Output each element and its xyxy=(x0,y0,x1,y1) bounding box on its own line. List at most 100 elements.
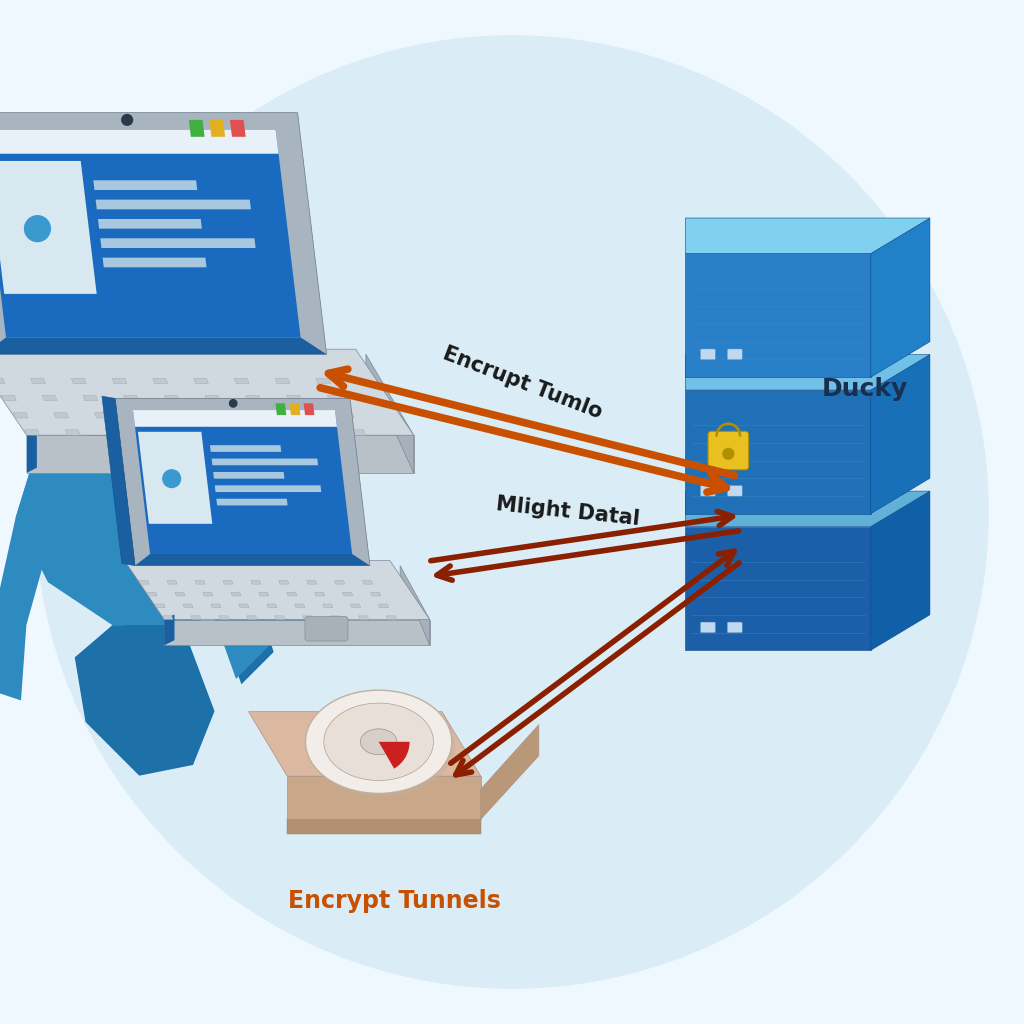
Polygon shape xyxy=(93,180,198,190)
Polygon shape xyxy=(315,378,331,384)
Polygon shape xyxy=(386,615,396,620)
Polygon shape xyxy=(27,435,414,473)
Polygon shape xyxy=(98,219,202,228)
Polygon shape xyxy=(133,410,337,427)
Polygon shape xyxy=(266,604,276,607)
FancyBboxPatch shape xyxy=(700,485,716,497)
Polygon shape xyxy=(211,604,221,607)
Polygon shape xyxy=(303,615,312,620)
Polygon shape xyxy=(358,615,369,620)
Polygon shape xyxy=(190,615,201,620)
Polygon shape xyxy=(870,354,930,514)
Polygon shape xyxy=(138,432,212,524)
Polygon shape xyxy=(163,615,173,620)
Circle shape xyxy=(78,333,125,380)
Polygon shape xyxy=(481,725,539,819)
Polygon shape xyxy=(400,565,430,645)
Polygon shape xyxy=(323,604,333,607)
Polygon shape xyxy=(230,592,241,596)
Polygon shape xyxy=(188,120,205,137)
Polygon shape xyxy=(287,592,297,596)
Polygon shape xyxy=(249,712,481,776)
Polygon shape xyxy=(216,499,288,506)
FancyBboxPatch shape xyxy=(700,622,716,633)
Polygon shape xyxy=(25,430,40,435)
Polygon shape xyxy=(0,130,301,337)
Ellipse shape xyxy=(309,693,455,797)
Polygon shape xyxy=(203,592,213,596)
Polygon shape xyxy=(279,581,289,584)
Polygon shape xyxy=(75,625,215,776)
Polygon shape xyxy=(31,378,45,384)
Polygon shape xyxy=(251,581,261,584)
Polygon shape xyxy=(54,413,69,418)
Polygon shape xyxy=(685,390,870,514)
Ellipse shape xyxy=(60,317,191,449)
Polygon shape xyxy=(115,398,370,565)
Polygon shape xyxy=(112,378,127,384)
FancyBboxPatch shape xyxy=(305,616,348,641)
Text: Mlight Datal: Mlight Datal xyxy=(496,495,641,529)
Text: Encrypt Tunnels: Encrypt Tunnels xyxy=(288,889,501,913)
FancyBboxPatch shape xyxy=(700,349,716,359)
Circle shape xyxy=(723,449,733,459)
Polygon shape xyxy=(335,581,345,584)
Polygon shape xyxy=(176,413,190,418)
Polygon shape xyxy=(246,395,261,400)
Polygon shape xyxy=(100,239,256,248)
Polygon shape xyxy=(102,258,207,267)
Polygon shape xyxy=(287,776,481,819)
Polygon shape xyxy=(0,337,327,354)
Text: Encrupt Tumlo: Encrupt Tumlo xyxy=(439,343,605,423)
Polygon shape xyxy=(230,120,246,137)
Polygon shape xyxy=(306,581,316,584)
Polygon shape xyxy=(219,615,229,620)
Polygon shape xyxy=(27,430,37,473)
Polygon shape xyxy=(362,581,373,584)
Polygon shape xyxy=(247,615,257,620)
Ellipse shape xyxy=(324,703,433,780)
Polygon shape xyxy=(147,592,157,596)
FancyBboxPatch shape xyxy=(727,622,742,633)
Polygon shape xyxy=(287,819,481,835)
Polygon shape xyxy=(183,604,194,607)
Polygon shape xyxy=(0,113,327,354)
Polygon shape xyxy=(153,378,168,384)
Polygon shape xyxy=(350,430,366,435)
Polygon shape xyxy=(175,592,185,596)
Polygon shape xyxy=(223,581,233,584)
Polygon shape xyxy=(685,354,930,390)
Polygon shape xyxy=(215,485,322,493)
Polygon shape xyxy=(66,430,80,435)
Polygon shape xyxy=(275,378,290,384)
Polygon shape xyxy=(269,430,284,435)
Polygon shape xyxy=(234,378,249,384)
Polygon shape xyxy=(164,614,174,645)
Polygon shape xyxy=(13,413,28,418)
Circle shape xyxy=(122,115,132,125)
Polygon shape xyxy=(258,413,272,418)
Polygon shape xyxy=(339,413,354,418)
Polygon shape xyxy=(195,581,205,584)
Circle shape xyxy=(36,36,988,988)
Polygon shape xyxy=(72,378,86,384)
Polygon shape xyxy=(101,396,135,565)
Polygon shape xyxy=(870,492,930,650)
Polygon shape xyxy=(1,395,16,400)
Polygon shape xyxy=(164,620,430,645)
Polygon shape xyxy=(212,459,318,465)
Polygon shape xyxy=(155,604,165,607)
Polygon shape xyxy=(290,403,300,415)
Polygon shape xyxy=(314,592,325,596)
Polygon shape xyxy=(182,507,316,631)
Polygon shape xyxy=(139,581,150,584)
Polygon shape xyxy=(343,592,352,596)
Ellipse shape xyxy=(305,690,452,794)
FancyBboxPatch shape xyxy=(708,431,749,470)
Circle shape xyxy=(55,315,180,440)
Polygon shape xyxy=(165,395,179,400)
Polygon shape xyxy=(0,161,96,294)
Polygon shape xyxy=(685,254,870,377)
Circle shape xyxy=(163,470,180,487)
Polygon shape xyxy=(295,604,305,607)
